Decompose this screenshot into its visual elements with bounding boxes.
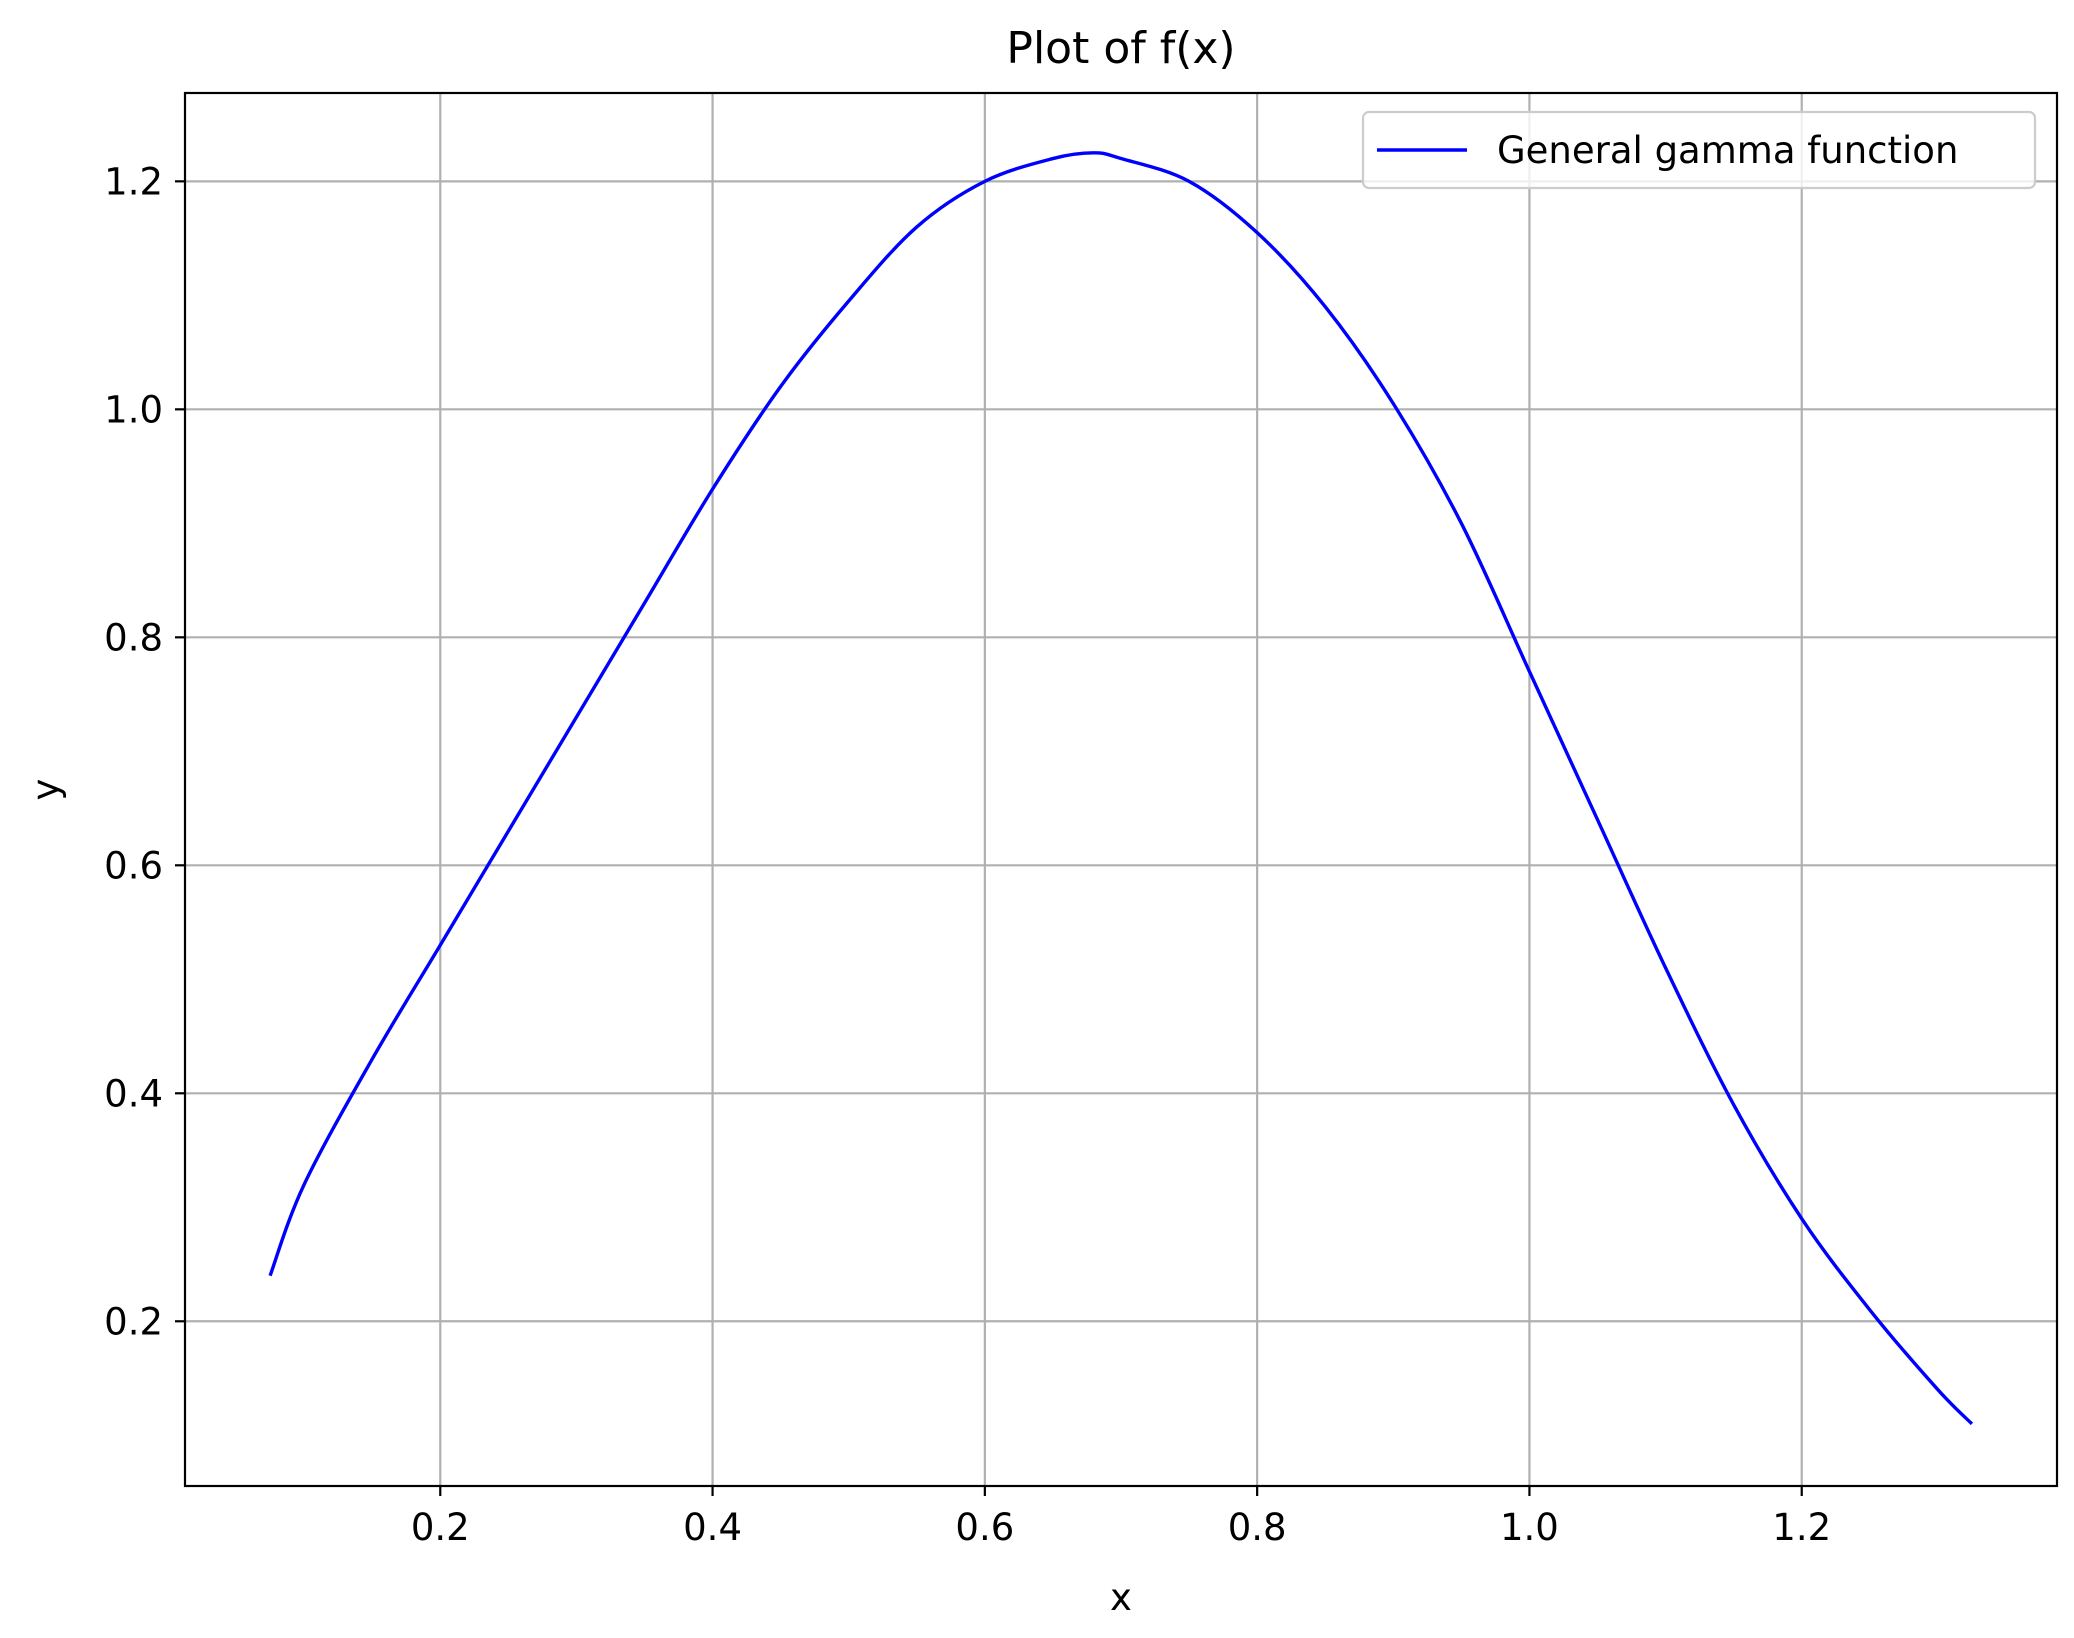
x-axis-label: x — [1110, 1576, 1132, 1619]
legend-label: General gamma function — [1497, 129, 1958, 172]
grid — [185, 93, 2057, 1486]
chart-title: Plot of f(x) — [1006, 23, 1235, 74]
series-layer — [268, 151, 1974, 1426]
x-tick-label: 1.2 — [1772, 1506, 1831, 1549]
y-tick-label: 0.2 — [104, 1300, 163, 1343]
y-tick-label: 1.2 — [104, 160, 163, 203]
ticks: 0.2 0.4 0.6 0.8 1.0 1.2 0.2 0.4 0.6 0.8 1.0 1.2 — [104, 160, 1831, 1549]
x-tick-label: 1.0 — [1500, 1506, 1559, 1549]
series-line — [268, 151, 1974, 1426]
plot-frame — [183, 91, 2059, 1488]
x-tick-label: 0.2 — [411, 1506, 470, 1549]
legend: General gamma function — [1361, 110, 2037, 190]
y-tick-label: 1.0 — [104, 388, 163, 431]
legend-box — [1361, 110, 2037, 190]
y-tick-label: 0.4 — [104, 1072, 163, 1115]
x-tick-label: 0.6 — [955, 1506, 1014, 1549]
x-tick-label: 0.8 — [1228, 1506, 1287, 1549]
y-tick-label: 0.6 — [104, 844, 163, 887]
y-axis-label: y — [24, 779, 67, 801]
x-tick-label: 0.4 — [683, 1506, 742, 1549]
y-tick-label: 0.8 — [104, 616, 163, 659]
